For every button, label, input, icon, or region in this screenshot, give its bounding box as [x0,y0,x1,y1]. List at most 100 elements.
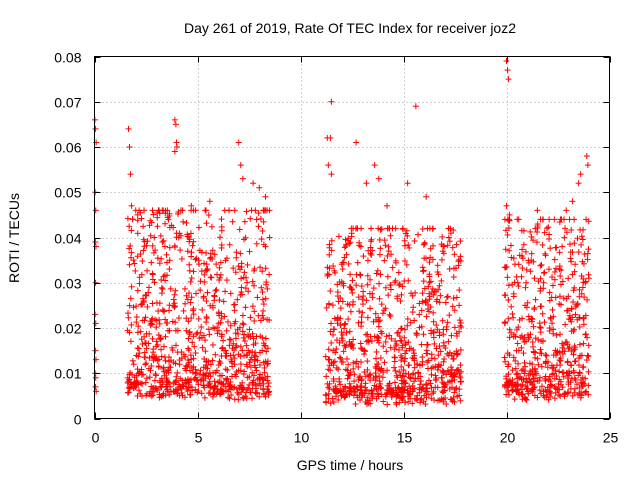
data-point [243,352,250,359]
data-point [262,358,269,365]
data-point [357,272,364,279]
data-point [266,317,273,324]
data-point [227,386,234,393]
data-point [509,367,516,374]
data-point [558,267,565,274]
data-point [264,285,271,292]
data-point [208,223,215,230]
data-point [446,349,453,356]
y-tick-label: 0.02 [54,321,81,337]
data-point [139,341,146,348]
data-point [354,225,361,232]
data-point [542,252,549,259]
data-point [137,328,144,335]
data-point [373,348,380,355]
data-point [434,397,441,404]
data-point [201,394,208,401]
data-point [246,359,253,366]
data-point [256,380,263,387]
data-point [445,338,452,345]
data-point [451,389,458,396]
data-point [199,344,206,351]
data-point [395,269,402,276]
data-point [330,375,337,382]
data-point [395,346,402,353]
data-point [501,292,508,299]
data-point [170,302,177,309]
data-point [367,238,374,245]
data-point [347,308,354,315]
data-point [133,303,140,310]
x-axis-label: GPS time / hours [297,457,404,473]
data-point [538,261,545,268]
data-point [158,284,165,291]
data-point [549,306,556,313]
data-point [457,374,464,381]
data-point [215,327,222,334]
data-point [427,278,434,285]
data-point [428,351,435,358]
data-point [436,332,443,339]
data-point [265,391,272,398]
data-point [410,346,417,353]
data-point [227,290,234,297]
data-point [426,259,433,266]
data-point [510,314,517,321]
data-point [185,357,192,364]
data-point [218,345,225,352]
data-point [185,290,192,297]
data-point [394,329,401,336]
data-point [384,273,391,280]
data-point [385,292,392,299]
data-point [249,379,256,386]
data-point [425,365,432,372]
data-point [376,378,383,385]
data-point [250,180,257,187]
data-point [262,335,269,342]
data-point [349,301,356,308]
data-point [343,355,350,362]
data-point [198,390,205,397]
data-point [231,361,238,368]
data-point [138,301,145,308]
data-point [387,313,394,320]
data-point [258,284,265,291]
data-point [363,180,370,187]
data-point [211,378,218,385]
data-point [156,391,163,398]
data-point [384,401,391,408]
data-point [263,279,270,286]
data-point [137,380,144,387]
data-point [578,241,585,248]
data-point [557,331,564,338]
data-point [547,314,554,321]
data-point [231,307,238,314]
data-point [328,339,335,346]
data-point [529,339,536,346]
data-point [138,393,145,400]
data-point [584,250,591,257]
data-point [399,226,406,233]
data-point [134,230,141,237]
data-point [210,324,217,331]
data-point [426,279,433,286]
data-point [92,207,99,214]
data-point [239,175,246,182]
data-point [128,249,135,256]
data-point [391,379,398,386]
data-point [186,359,193,366]
data-point [92,239,99,246]
data-point [541,319,548,326]
data-point [551,395,558,402]
data-point [402,355,409,362]
data-point [260,241,267,248]
data-point [424,341,431,348]
data-point [346,328,353,335]
data-point [504,274,511,281]
data-point [376,373,383,380]
data-point [361,368,368,375]
data-point [148,317,155,324]
data-point [449,244,456,251]
data-point [380,343,387,350]
data-point [216,297,223,304]
